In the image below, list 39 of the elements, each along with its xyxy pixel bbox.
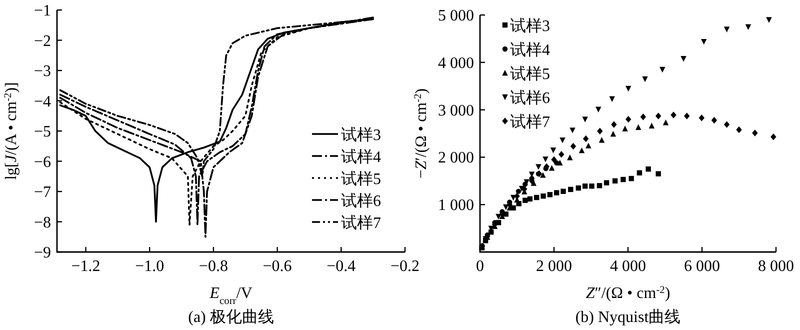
y-tick-label: −4 [34, 93, 51, 110]
x-tick-label: −0.4 [326, 258, 356, 275]
y-tick-label: −8 [34, 214, 51, 232]
legend-label: 试样7 [510, 113, 550, 131]
x-axis-title: E$_{corr}$/V [208, 285, 253, 306]
text: (a) 极化曲线 [188, 308, 274, 326]
y-tick-label: −6 [34, 154, 51, 171]
y-tick-label: 2 000 [438, 150, 474, 167]
x-tick-label: −1.2 [71, 258, 100, 275]
legend-label: 试样3 [341, 126, 381, 144]
y-tick-label: −7 [34, 184, 51, 201]
y-tick-label: −9 [34, 244, 51, 262]
x-tick-label: 0 [476, 258, 484, 275]
y-tick-label: 4 000 [438, 54, 474, 72]
x-tick-label: −0.6 [262, 258, 292, 275]
x-tick-label: −0.8 [198, 258, 228, 275]
legend-label: 试样3 [510, 17, 550, 35]
x-tick-label: −0.2 [390, 258, 420, 275]
legend-label: 试样4 [510, 41, 550, 59]
y-tick-label: −2 [34, 32, 51, 50]
legend-label: 试样6 [341, 192, 381, 210]
x-tick-label: −1.0 [135, 258, 164, 275]
x-axis-title: Z″/(Ω • cm$^{-2}$) [586, 284, 670, 302]
text: (b) Nyquist曲线 [575, 308, 681, 326]
x-tick-label: 4 000 [610, 258, 646, 275]
y-tick-label: 1 000 [438, 197, 474, 214]
x-tick-label: 6 000 [684, 258, 720, 275]
legend-label: 试样5 [341, 170, 381, 188]
legend-label: 试样4 [341, 148, 381, 166]
legend-label: 试样5 [510, 65, 550, 83]
y-tick-label: −1 [34, 2, 51, 20]
legend-label: 试样7 [341, 214, 381, 232]
y-tick-label: −3 [34, 63, 51, 80]
y-tick-label: −5 [34, 124, 51, 140]
y-tick-label: 5 000 [438, 8, 474, 24]
y-tick-label: 3 000 [438, 102, 474, 120]
legend-label: 试样6 [510, 89, 550, 107]
x-tick-label: 8 000 [758, 258, 794, 275]
x-tick-label: 2 000 [536, 258, 572, 275]
